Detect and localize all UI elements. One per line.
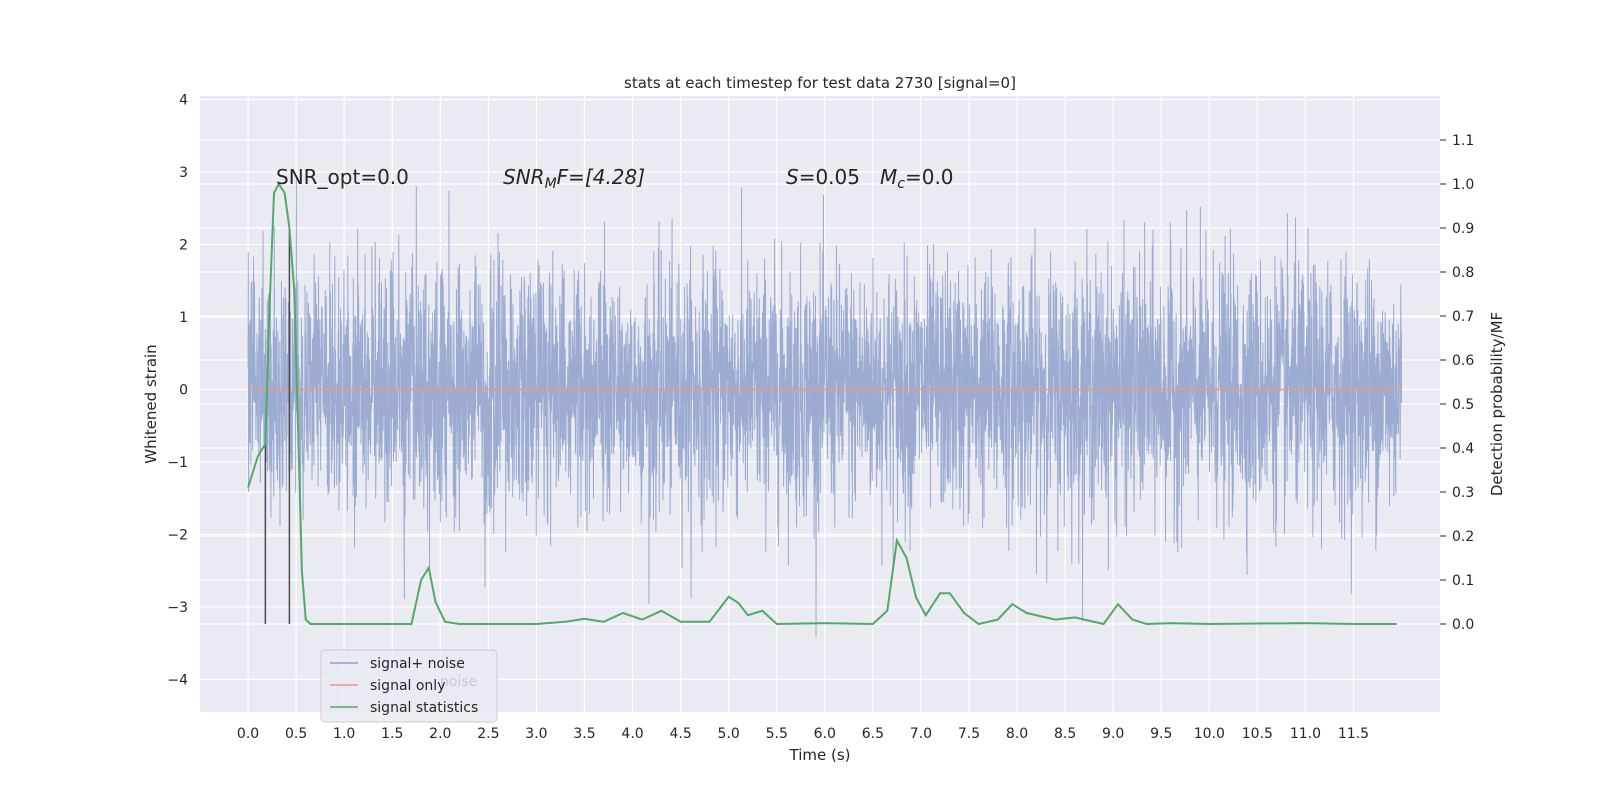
y-right-tick-label: 1.0 — [1452, 177, 1474, 193]
y-right-tick-labels: 1.1 1.0 0.9 0.8 0.7 0.6 0.5 0.4 0.3 0.2 0.1 0.0 — [1440, 133, 1474, 633]
signal-statistics-line — [247, 182, 1397, 626]
snr-mf-label: SNR — [503, 165, 545, 189]
y-right-axis-label: Detection probability/MF — [1488, 312, 1506, 496]
x-tick-label: 3.0 — [525, 726, 547, 742]
snr-mf-sub: M — [545, 176, 557, 192]
y-right-tick-label: 0.4 — [1452, 441, 1474, 457]
annotation-s: S=0.05 — [786, 165, 860, 189]
snr-mf-rest: F=[4.28] — [557, 165, 645, 189]
x-tick-label: 11.0 — [1290, 726, 1321, 742]
x-tick-label: 11.5 — [1338, 726, 1369, 742]
y-right-tick-label: 0.0 — [1452, 617, 1474, 633]
x-tick-label: 8.0 — [1006, 726, 1028, 742]
y-right-tick-label: 0.9 — [1452, 221, 1474, 237]
y-axis-label: Whitened strain — [142, 344, 160, 463]
legend: noise signal+ noise signal only signal s… — [320, 649, 498, 723]
x-tick-label: 2.5 — [477, 726, 499, 742]
y-right-tick-label: 0.3 — [1452, 485, 1474, 501]
x-tick-label: 1.0 — [333, 726, 355, 742]
x-tick-label: 10.5 — [1242, 726, 1273, 742]
s-label: S — [786, 165, 799, 189]
x-tick-label: 6.0 — [814, 726, 836, 742]
legend-label-noise: signal+ noise — [370, 656, 465, 672]
y-right-tick-label: 1.1 — [1452, 133, 1474, 149]
x-tick-labels: 0.0 0.5 1.0 1.5 2.0 2.5 3.0 3.5 4.0 4.5 5.0 5.5 6.0 6… — [237, 726, 1369, 742]
y-tick-label: 3 — [179, 165, 188, 181]
y-tick-label: 2 — [179, 238, 188, 254]
x-tick-label: 2.0 — [429, 726, 451, 742]
series-signal-statistics — [247, 182, 1397, 626]
annotation-mc: Mc=0.0 — [880, 165, 954, 192]
y-tick-label: −4 — [167, 672, 188, 688]
legend-ghost-text: noise — [440, 674, 477, 690]
x-tick-label: 8.5 — [1054, 726, 1076, 742]
x-tick-label: 7.5 — [958, 726, 980, 742]
x-tick-label: 1.5 — [381, 726, 403, 742]
annotation-snr-opt: SNR_opt=0.0 — [276, 165, 409, 189]
y-tick-label: 0 — [179, 383, 188, 399]
y-right-tick-label: 0.1 — [1452, 573, 1474, 589]
y-right-tick-label: 0.5 — [1452, 397, 1474, 413]
y-right-tick-label: 0.8 — [1452, 265, 1474, 281]
annotation-snr-mf: SNRMF=[4.28] — [503, 165, 645, 192]
mc-rest: =0.0 — [905, 165, 954, 189]
x-tick-label: 9.5 — [1150, 726, 1172, 742]
x-tick-label: 5.5 — [766, 726, 788, 742]
x-tick-label: 0.5 — [285, 726, 307, 742]
y-tick-label: 4 — [179, 93, 188, 109]
y-right-tick-label: 0.6 — [1452, 353, 1474, 369]
x-tick-label: 4.5 — [669, 726, 691, 742]
x-tick-label: 5.0 — [718, 726, 740, 742]
y-right-tick-label: 0.2 — [1452, 529, 1474, 545]
x-tick-label: 6.5 — [862, 726, 884, 742]
x-tick-label: 9.0 — [1102, 726, 1124, 742]
x-tick-label: 4.0 — [621, 726, 643, 742]
y-tick-labels: 4 3 2 1 0 −1 −2 −3 −4 — [167, 93, 188, 689]
x-tick-label: 7.0 — [910, 726, 932, 742]
series-signal-noise — [247, 176, 1403, 638]
y-tick-label: 1 — [179, 310, 188, 326]
y-right-tick-label: 0.7 — [1452, 309, 1474, 325]
y-tick-label: −1 — [167, 455, 188, 471]
x-tick-label: 3.5 — [573, 726, 595, 742]
mc-label: M — [880, 165, 897, 189]
legend-label-signal: signal only — [370, 678, 445, 694]
mc-sub: c — [897, 176, 905, 192]
s-rest: =0.05 — [799, 165, 860, 189]
x-tick-label: 10.0 — [1194, 726, 1225, 742]
legend-box — [320, 649, 498, 723]
x-tick-label: 0.0 — [237, 726, 259, 742]
y-tick-label: −2 — [167, 527, 188, 543]
noise-line — [247, 176, 1403, 638]
vertical-markers — [264, 228, 291, 624]
legend-label-stats: signal statistics — [370, 700, 478, 716]
y-tick-label: −3 — [167, 600, 188, 616]
chart-title: stats at each timestep for test data 273… — [624, 74, 1016, 92]
x-axis-label: Time (s) — [789, 746, 851, 764]
